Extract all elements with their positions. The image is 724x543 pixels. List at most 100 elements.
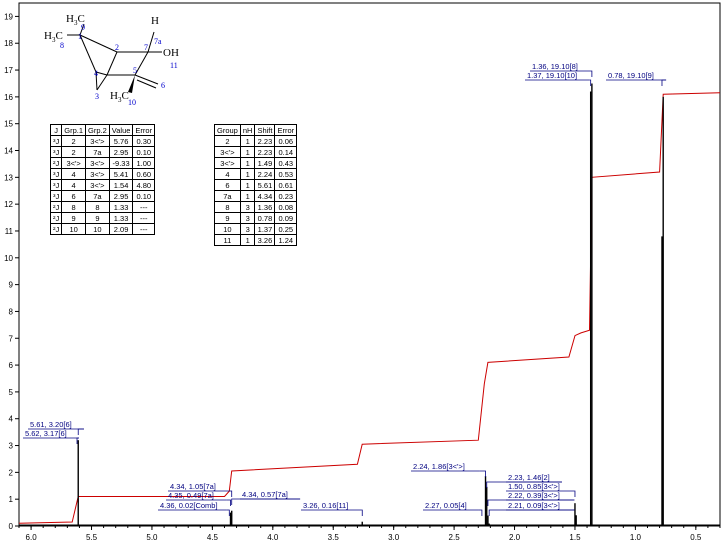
shift-header-cell: Error: [274, 124, 298, 136]
peak-label: 4.35, 0.49[7a]: [168, 491, 214, 500]
coupling-table-body: ³J 2 3<'> 5.76 0.30 ³J 2 7a 2.95 0.10 ²J 3<'> 3<'> -9…: [49, 135, 156, 235]
shift-cell: 0.61: [274, 179, 298, 191]
x-tick-label: 2.5: [449, 533, 461, 542]
shift-cell: 1.24: [274, 234, 298, 246]
table-row: 9 3 0.78 0.09: [214, 212, 298, 224]
ring-number-7: 7: [144, 43, 148, 52]
coupling-cell: 3<'>: [85, 135, 110, 147]
shift-cell: 1.49: [254, 157, 276, 169]
coupling-cell: 3<'>: [85, 168, 110, 180]
peak-label: 0.78, 19.10[9]: [608, 71, 654, 80]
table-row: ³J 4 3<'> 5.41 0.60: [49, 168, 156, 180]
coupling-cell: 2: [61, 135, 87, 147]
coupling-cell: 0.60: [132, 168, 156, 180]
x-tick-label: 4.0: [267, 533, 279, 542]
peak-label: 2.24, 1.86[3<'>]: [413, 462, 465, 471]
peak-label-leader: [661, 79, 667, 86]
table-row: ³J 2 3<'> 5.76 0.30: [49, 135, 156, 147]
peak-label-leader: [77, 428, 84, 435]
x-tick-label: 3.5: [328, 533, 340, 542]
coupling-cell: 4.80: [132, 179, 156, 191]
shift-cell: 1: [239, 146, 256, 158]
coupling-cell: 7a: [85, 146, 110, 158]
y-tick-label: 3: [9, 442, 14, 451]
x-axis: 6.0 5.5 5.0 4.5 4.0 3.5 3.0 2.5 2.0 1.5 1.0 0.5: [18, 526, 721, 542]
coupling-cell: 1.33: [108, 201, 134, 213]
coupling-cell: 3<'>: [85, 157, 110, 169]
shift-header-cell: Group: [214, 124, 241, 136]
peak-label-leader: [488, 509, 575, 516]
table-row: 10 3 1.37 0.25: [214, 223, 298, 235]
y-tick-label: 8: [9, 307, 14, 316]
spectrum-peaks: [19, 83, 720, 526]
coupling-cell: 0.10: [132, 190, 156, 202]
coupling-table-header: J Grp.1 Grp.2 Value Error: [49, 124, 156, 136]
shift-cell: 10: [214, 223, 241, 235]
ring-number-3: 3: [95, 92, 99, 101]
shift-cell: 4: [214, 168, 241, 180]
shift-cell: 1: [239, 179, 256, 191]
x-tick-label: 6.0: [26, 533, 38, 542]
atom-h3c-10: H3C: [110, 90, 129, 104]
y-tick-label: 5: [9, 388, 14, 397]
table-row: 3<'> 1 2.23 0.14: [214, 146, 298, 158]
peak-label-leader: [574, 490, 576, 497]
shift-cell: 5.61: [254, 179, 276, 191]
peak-label-leader: [590, 70, 593, 77]
table-row: 11 1 3.26 1.24: [214, 234, 298, 246]
coupling-header-cell: Grp.1: [61, 124, 87, 136]
coupling-cell: 1.54: [108, 179, 134, 191]
coupling-cell: -9.33: [108, 157, 134, 169]
shift-cell: 1: [239, 190, 256, 202]
table-row: 7a 1 4.34 0.23: [214, 190, 298, 202]
coupling-cell: 8: [61, 201, 87, 213]
coupling-cell: ---: [132, 201, 156, 213]
x-tick-label: 0.5: [690, 533, 702, 542]
peak-label-leader: [76, 437, 79, 444]
shift-cell: 3.26: [254, 234, 276, 246]
shift-cell: 1: [239, 135, 256, 147]
y-tick-label: 2: [9, 468, 14, 477]
peak-label-leader: [226, 499, 231, 506]
coupling-cell: 9: [85, 212, 110, 224]
peak-labels: 5.61, 3.20[6]5.62, 3.17[6] 4.34, 1.05[7a]…: [23, 62, 667, 516]
peak-label: 4.36, 0.02[Comb]: [160, 501, 218, 510]
table-row: 2 1 2.23 0.06: [214, 135, 298, 147]
shift-cell: 0.43: [274, 157, 298, 169]
y-tick-label: 9: [9, 281, 14, 290]
y-tick-label: 0: [9, 522, 14, 531]
coupling-header-cell: Error: [132, 124, 156, 136]
shift-cell: 0.53: [274, 168, 298, 180]
x-tick-label: 3.0: [388, 533, 400, 542]
table-row: 6 1 5.61 0.61: [214, 179, 298, 191]
shift-cell: 6: [214, 179, 241, 191]
table-row: ³J 6 7a 2.95 0.10: [49, 190, 156, 202]
shift-cell: 9: [214, 212, 241, 224]
shift-cell: 0.78: [254, 212, 276, 224]
peak-label: 2.21, 0.09[3<'>]: [508, 501, 560, 510]
coupling-constant-table: J Grp.1 Grp.2 Value Error ³J 2 3<'> 5.76 0.30 ³J 2…: [49, 124, 156, 235]
shift-cell: 0.25: [274, 223, 298, 235]
coupling-cell: 2: [61, 146, 87, 158]
table-row: 4 1 2.24 0.53: [214, 168, 298, 180]
atom-h3c-9: H3C: [66, 13, 85, 27]
table-row: ³J 4 3<'> 1.54 4.80: [49, 179, 156, 191]
coupling-cell: 5.76: [108, 135, 134, 147]
y-tick-label: 19: [4, 12, 13, 21]
coupling-cell: ³J: [49, 190, 63, 202]
ring-number-6: 6: [161, 81, 165, 90]
x-tick-label: 5.0: [146, 533, 158, 542]
y-tick-label: 4: [9, 415, 14, 424]
peak-label-leader: [478, 509, 483, 516]
x-tick-label: 2.0: [509, 533, 521, 542]
peak-label: 3.26, 0.16[11]: [303, 501, 348, 510]
table-row: ²J 3<'> 3<'> -9.33 1.00: [49, 157, 156, 169]
coupling-header-cell: J: [49, 124, 63, 136]
y-tick-label: 11: [5, 227, 14, 236]
coupling-cell: ---: [132, 212, 156, 224]
table-row: ²J 9 9 1.33 ---: [49, 212, 156, 224]
coupling-cell: ³J: [49, 179, 63, 191]
atom-h-7a: H: [151, 15, 159, 27]
table-row: 8 3 1.36 0.08: [214, 201, 298, 213]
